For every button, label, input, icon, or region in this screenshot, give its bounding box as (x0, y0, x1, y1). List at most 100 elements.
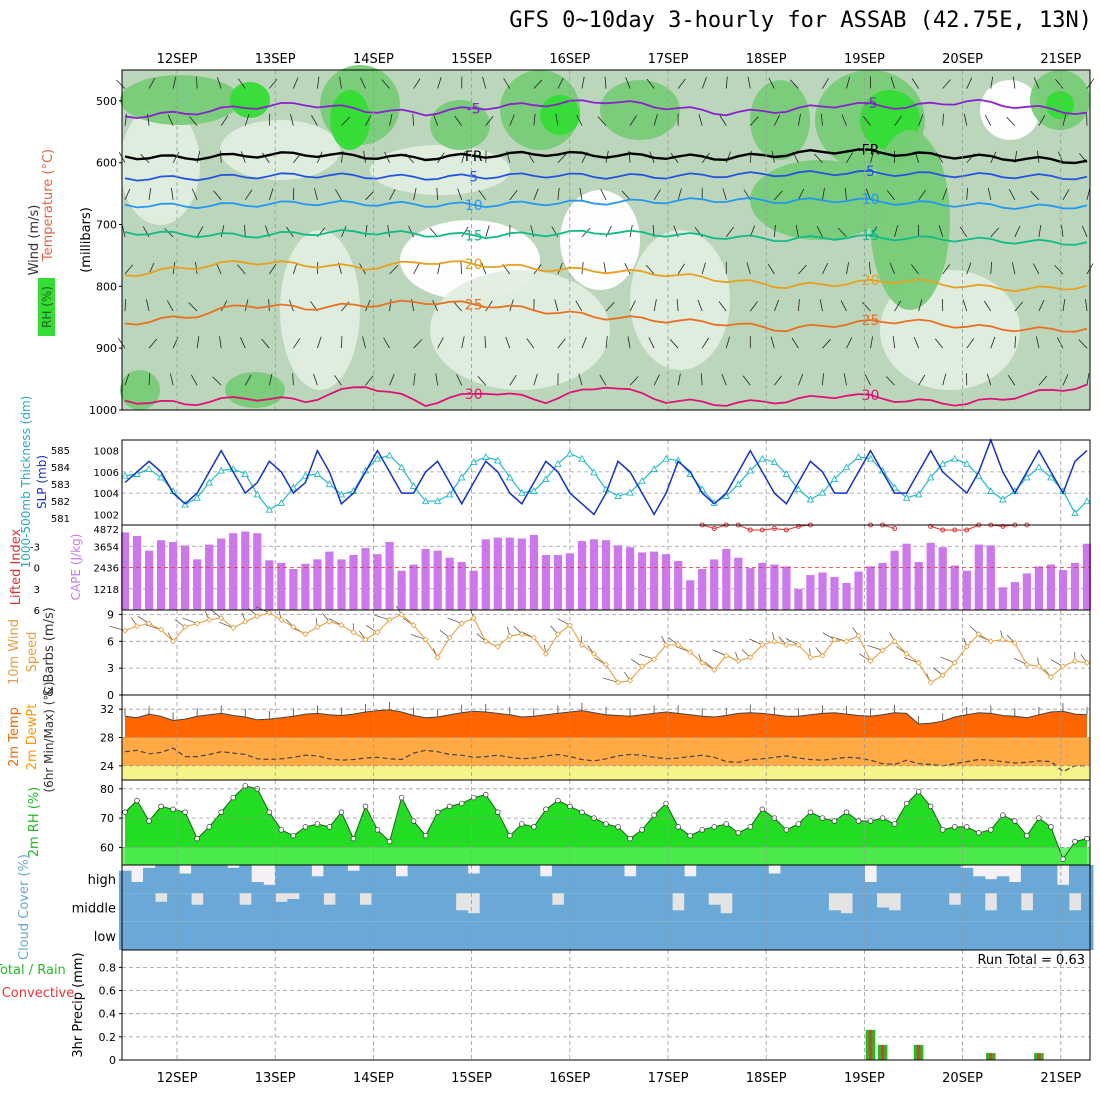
wind10m-point (470, 614, 477, 622)
cloud-cell (744, 921, 757, 950)
thickness-point (566, 449, 574, 457)
cloud-cell (876, 865, 890, 894)
cloud-cell (768, 893, 781, 922)
cloud-cell (503, 921, 517, 950)
rh2m-point (615, 824, 621, 830)
isotherm-label: 15 (862, 228, 880, 244)
thickness-point (469, 458, 478, 466)
wind10m-point (326, 618, 333, 625)
rh2m-point (747, 824, 754, 830)
cloud-cell (395, 876, 409, 894)
isotherm-line (124, 148, 1088, 165)
wind-barb (408, 225, 414, 238)
cape-bar (409, 564, 418, 610)
rh2m-point (795, 821, 802, 827)
lifted-index-point (892, 526, 898, 532)
cape-bar (950, 565, 959, 610)
wind-barb (870, 336, 873, 349)
cloud-cell (527, 921, 541, 950)
rh2m-point (158, 803, 164, 810)
thickness-point (265, 505, 274, 513)
rh-contour-area (430, 270, 610, 390)
cloud-cell (479, 921, 493, 950)
wind-barb (413, 373, 416, 386)
cape-bar (613, 545, 623, 610)
cloud-cell (1081, 921, 1094, 950)
thickness-point (578, 454, 586, 462)
panel-axis-label: 3hr Precip (mm) (71, 952, 86, 1057)
wind-barb (990, 261, 992, 275)
cloud-cell (323, 865, 336, 894)
wind-barb (341, 225, 347, 238)
panel-axis-label: 2m RH (%) (27, 787, 42, 858)
cape-bar (638, 552, 647, 610)
wind-barb (1013, 76, 1016, 89)
cloud-cell (744, 893, 757, 922)
thickness-point (289, 483, 298, 491)
cape-bar (626, 547, 635, 610)
cloud-cell (648, 865, 661, 894)
run-total-annotation: Run Total = 0.63 (977, 953, 1085, 968)
cape-bar (361, 548, 370, 610)
wind10m-point (759, 641, 766, 648)
wind10m-point (362, 636, 369, 643)
wind10m-point (819, 652, 826, 659)
cape-bar (157, 540, 166, 610)
wind10m-point (458, 620, 465, 627)
wind-barb (983, 300, 992, 312)
wind-barb (146, 299, 150, 312)
y-tick-label: 24 (100, 760, 114, 773)
panel-frame (121, 949, 1091, 1061)
wind-barb (721, 373, 727, 386)
wind-barb (533, 79, 543, 89)
wind-barb (453, 301, 463, 312)
wind-barb (725, 336, 730, 349)
lifted-index-line (930, 524, 1027, 531)
cape-bar (457, 562, 466, 610)
cape-bar (337, 559, 346, 610)
thickness-point (530, 487, 538, 494)
wind-barb (190, 374, 198, 386)
cape-bar (181, 545, 190, 610)
precip-convective-bar (1037, 1053, 1041, 1060)
slp-line (124, 437, 1088, 516)
top-day-label: 19SEP (844, 52, 885, 67)
wind-barb (791, 337, 799, 349)
rh2m-point (639, 827, 645, 833)
cloud-cell (251, 893, 264, 922)
wind10m-point (1059, 663, 1067, 670)
cloud-cell (888, 921, 902, 950)
wind-barb (509, 374, 517, 386)
cloud-cell (768, 873, 781, 894)
wind-barb (526, 338, 535, 349)
wind10m-point (855, 632, 862, 640)
isotherm-label: FR (465, 149, 483, 165)
rh2m-point (519, 821, 525, 827)
wind-barb (653, 374, 660, 386)
wind-barb (240, 337, 246, 349)
cape-bar (866, 566, 875, 610)
wind-barb (820, 113, 823, 126)
cloud-cell (407, 893, 421, 922)
thickness-point (987, 487, 995, 494)
wind-barb (600, 188, 607, 200)
cloud-cell (179, 921, 192, 950)
y-tick-label: 583 (51, 480, 70, 491)
wind-barb (768, 77, 775, 89)
rh2m-point (687, 832, 693, 839)
cloud-cell (455, 921, 469, 950)
cape-bar (601, 540, 611, 610)
y-tick-label: -3 (30, 542, 40, 553)
wind-barb (365, 224, 368, 237)
isotherm-line (124, 196, 1088, 210)
wind-barb (220, 225, 225, 237)
rh-contour-area (330, 90, 370, 150)
wind-barb (798, 299, 800, 312)
wind-barb (334, 375, 342, 386)
cloud-cell (455, 910, 469, 922)
wind-barb (478, 189, 487, 201)
wind10m-point (518, 631, 525, 638)
cloud-cell (720, 921, 733, 950)
rh2m-point (495, 809, 501, 815)
